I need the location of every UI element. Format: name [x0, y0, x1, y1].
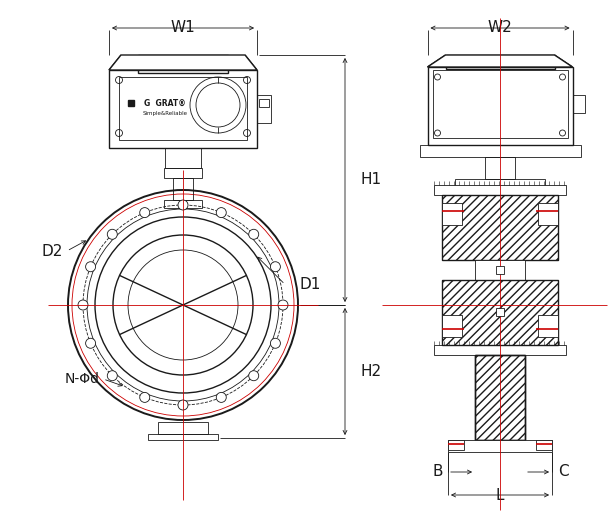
Bar [446, 55, 554, 69]
Bar [442, 280, 558, 345]
Bar [257, 95, 271, 123]
Text: Simple&Reliable: Simple&Reliable [142, 111, 187, 115]
Circle shape [78, 300, 88, 310]
Circle shape [216, 393, 226, 403]
Bar [573, 95, 584, 113]
Polygon shape [109, 55, 257, 70]
Bar [442, 195, 558, 260]
Bar [455, 179, 545, 191]
Bar [485, 157, 515, 179]
Circle shape [107, 229, 117, 239]
Circle shape [86, 262, 95, 272]
Bar [538, 315, 558, 337]
Bar [442, 203, 462, 225]
Circle shape [249, 229, 259, 239]
Polygon shape [427, 55, 573, 67]
Bar [138, 55, 228, 73]
Bar [173, 178, 193, 200]
Bar [496, 308, 504, 316]
Text: B: B [432, 464, 443, 479]
Circle shape [271, 262, 280, 272]
Circle shape [178, 200, 188, 210]
Text: L: L [496, 488, 504, 503]
Bar [448, 440, 552, 452]
Text: W1: W1 [171, 21, 195, 35]
Bar [475, 355, 525, 440]
Bar [475, 355, 525, 440]
Text: D2: D2 [41, 243, 63, 259]
Bar [165, 148, 201, 168]
Circle shape [140, 393, 150, 403]
Circle shape [86, 338, 95, 348]
Text: N-Φd: N-Φd [65, 372, 100, 386]
Bar [496, 266, 504, 274]
Circle shape [140, 207, 150, 217]
Bar [164, 168, 202, 178]
Bar [442, 280, 558, 345]
Bar [442, 315, 462, 337]
Bar [109, 70, 257, 148]
Circle shape [178, 400, 188, 410]
Bar [442, 195, 558, 260]
Circle shape [216, 207, 226, 217]
Text: C: C [558, 464, 568, 479]
Bar [148, 434, 218, 440]
Bar [538, 203, 558, 225]
Bar [119, 77, 247, 140]
Bar [434, 345, 566, 355]
Bar [448, 440, 464, 450]
Text: W2: W2 [488, 21, 513, 35]
Bar [434, 185, 566, 195]
Bar [259, 99, 269, 107]
Bar [432, 70, 567, 138]
Bar [427, 67, 573, 145]
Circle shape [278, 300, 288, 310]
Bar [420, 145, 581, 157]
Bar [158, 422, 208, 434]
Circle shape [107, 371, 117, 381]
Bar [536, 440, 552, 450]
Text: D1: D1 [299, 277, 320, 292]
Text: G  GRAT®: G GRAT® [144, 98, 186, 107]
Bar [164, 200, 202, 208]
Circle shape [271, 338, 280, 348]
Bar [475, 260, 525, 280]
Text: H1: H1 [361, 172, 382, 187]
Text: H2: H2 [361, 364, 382, 379]
Circle shape [249, 371, 259, 381]
